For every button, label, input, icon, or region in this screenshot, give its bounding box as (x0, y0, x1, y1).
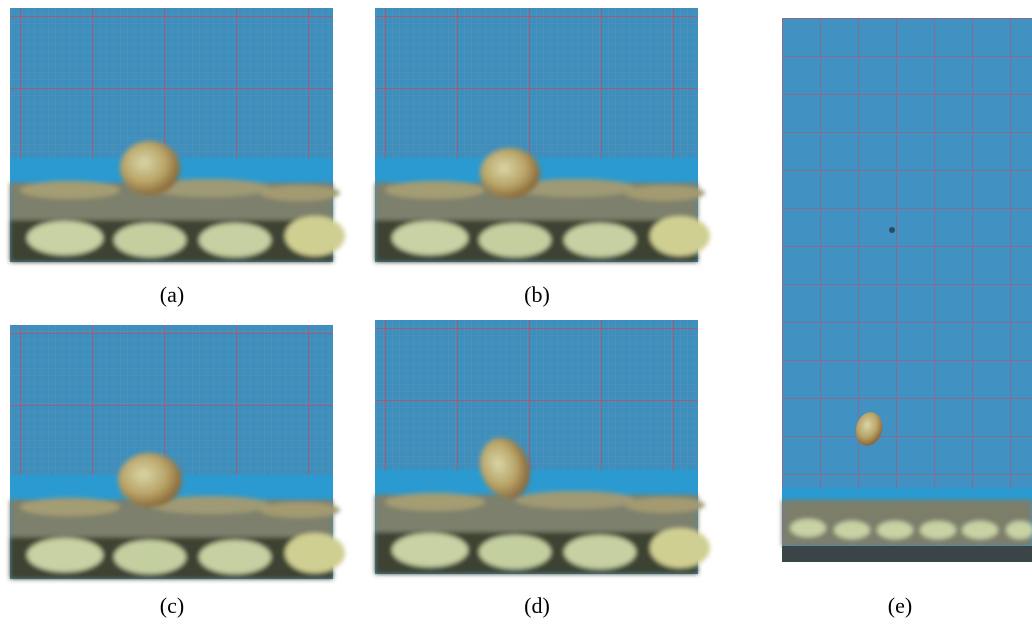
photo-e (782, 18, 1032, 562)
page: {"panels": [{"label": "(a)"}, {"label": … (0, 0, 1032, 625)
figure: (a) (b) (c) (d) (e) (0, 0, 1032, 625)
panel-label: (e) (888, 593, 912, 618)
photo-a (10, 8, 345, 262)
photo-c (10, 325, 345, 579)
panel-label: (a) (160, 282, 184, 307)
photo-d (375, 320, 710, 574)
photo-b (375, 8, 710, 262)
panel-label: (c) (160, 593, 184, 618)
panel-label: (d) (524, 593, 550, 618)
panel-label: (b) (524, 282, 550, 307)
